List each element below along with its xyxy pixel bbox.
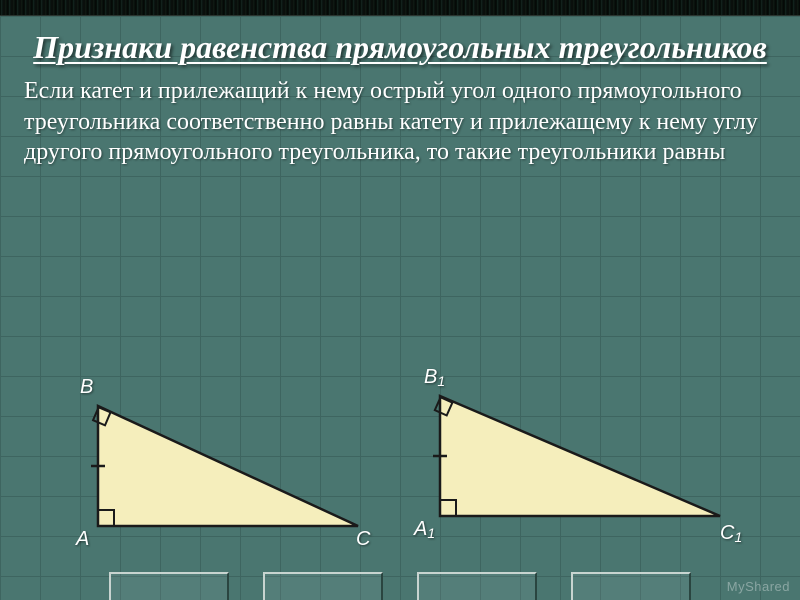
vertex-label-C: C <box>356 528 370 551</box>
triangle-right: B1 A1 C1 <box>420 376 740 546</box>
triangle-left: B A C <box>78 386 398 556</box>
diagram-area: B A C B1 A1 C1 <box>0 356 800 556</box>
nav-box[interactable] <box>417 572 537 600</box>
nav-box[interactable] <box>109 572 229 600</box>
watermark: MyShared <box>727 579 790 594</box>
vertex-letter: A <box>414 518 427 540</box>
triangle-left-svg <box>78 386 398 556</box>
slide-title: Признаки равенства прямоугольных треугол… <box>0 16 800 72</box>
bottom-nav-placeholders <box>0 564 800 600</box>
vertex-letter: B <box>424 366 437 388</box>
vertex-subscript: 1 <box>427 525 435 541</box>
slide: Признаки равенства прямоугольных треугол… <box>0 16 800 600</box>
nav-box[interactable] <box>571 572 691 600</box>
slide-body-text: Если катет и прилежащий к нему острый уг… <box>0 72 800 168</box>
vertex-subscript: 1 <box>437 373 445 389</box>
window-titlebar-strip <box>0 0 800 16</box>
vertex-label-A: A <box>76 528 89 551</box>
vertex-label-B1: B1 <box>424 366 445 389</box>
vertex-label-B: B <box>80 376 93 399</box>
vertex-label-A1: A1 <box>414 518 435 541</box>
vertex-subscript: 1 <box>734 529 742 545</box>
triangle-right-svg <box>420 376 740 546</box>
vertex-label-C1: C1 <box>720 522 742 545</box>
vertex-letter: C <box>720 522 734 544</box>
nav-box[interactable] <box>263 572 383 600</box>
